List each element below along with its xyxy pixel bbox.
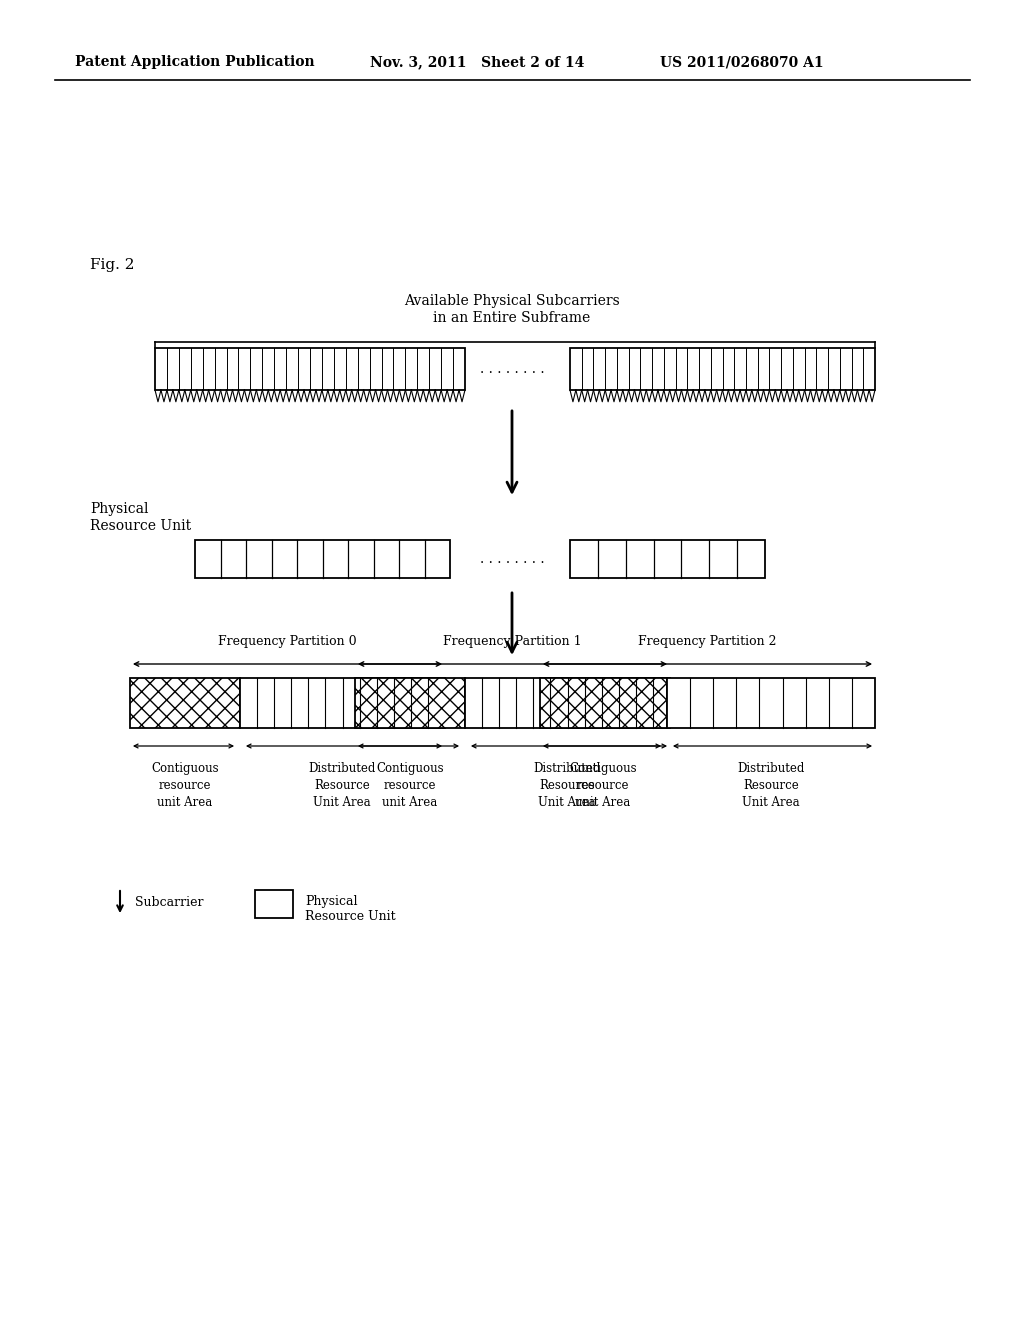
Text: Contiguous: Contiguous xyxy=(152,762,219,775)
Text: Resource Unit: Resource Unit xyxy=(305,909,395,923)
Text: Distributed: Distributed xyxy=(308,762,376,775)
Text: Resource: Resource xyxy=(743,779,799,792)
Text: in an Entire Subframe: in an Entire Subframe xyxy=(433,312,591,325)
Text: Physical: Physical xyxy=(305,895,357,908)
Text: Available Physical Subcarriers: Available Physical Subcarriers xyxy=(404,294,620,308)
Text: Resource: Resource xyxy=(539,779,595,792)
Text: Nov. 3, 2011   Sheet 2 of 14: Nov. 3, 2011 Sheet 2 of 14 xyxy=(370,55,585,69)
Text: unit Area: unit Area xyxy=(382,796,437,809)
Text: resource: resource xyxy=(384,779,436,792)
Text: US 2011/0268070 A1: US 2011/0268070 A1 xyxy=(660,55,823,69)
Text: Unit Area: Unit Area xyxy=(539,796,596,809)
Text: unit Area: unit Area xyxy=(575,796,631,809)
Text: unit Area: unit Area xyxy=(158,796,213,809)
Bar xyxy=(540,678,667,729)
Bar xyxy=(240,678,445,729)
Text: Unit Area: Unit Area xyxy=(313,796,371,809)
Text: resource: resource xyxy=(577,779,630,792)
Text: Frequency Partition 1: Frequency Partition 1 xyxy=(442,635,582,648)
Bar xyxy=(465,678,670,729)
Bar xyxy=(130,678,240,729)
Text: Fig. 2: Fig. 2 xyxy=(90,257,134,272)
Text: Contiguous: Contiguous xyxy=(569,762,637,775)
Text: resource: resource xyxy=(159,779,211,792)
Bar xyxy=(667,678,874,729)
Text: Resource Unit: Resource Unit xyxy=(90,519,191,533)
Text: Unit Area: Unit Area xyxy=(742,796,800,809)
Bar xyxy=(195,540,450,578)
Text: Distributed: Distributed xyxy=(534,762,601,775)
Text: Frequency Partition 0: Frequency Partition 0 xyxy=(218,635,356,648)
Text: Physical: Physical xyxy=(90,502,148,516)
Text: Contiguous: Contiguous xyxy=(376,762,443,775)
Text: Distributed: Distributed xyxy=(737,762,805,775)
Bar xyxy=(255,890,293,917)
Text: . . . . . . . .: . . . . . . . . xyxy=(479,552,545,566)
Text: Subcarrier: Subcarrier xyxy=(135,895,204,908)
Bar xyxy=(155,348,465,389)
Bar xyxy=(570,348,874,389)
Text: . . . . . . . .: . . . . . . . . xyxy=(479,362,545,376)
Bar xyxy=(570,540,765,578)
Bar xyxy=(355,678,465,729)
Text: Resource: Resource xyxy=(314,779,370,792)
Text: Frequency Partition 2: Frequency Partition 2 xyxy=(638,635,776,648)
Text: Patent Application Publication: Patent Application Publication xyxy=(75,55,314,69)
